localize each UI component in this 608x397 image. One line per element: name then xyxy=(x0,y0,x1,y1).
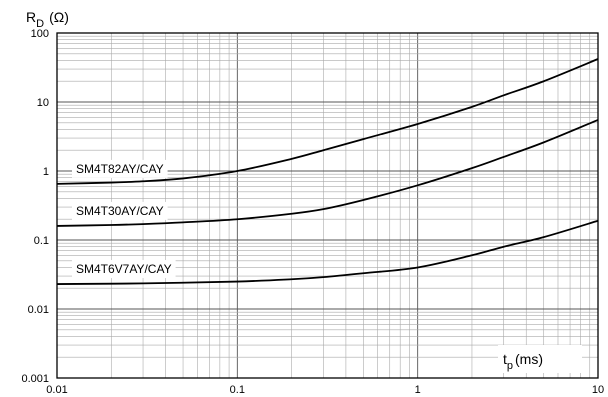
series-label-bg xyxy=(72,159,168,178)
x-axis-title-unit: (ms) xyxy=(515,351,543,367)
series-label-bg xyxy=(72,201,168,220)
series-label: SM4T6V7AY/CAY xyxy=(72,260,176,279)
series-label-bg xyxy=(72,260,176,279)
y-axis-title: RD (Ω) xyxy=(26,9,69,30)
y-tick-label: 1 xyxy=(43,166,49,178)
y-tick-label: 0.001 xyxy=(21,373,49,385)
x-tick-label: 10 xyxy=(592,384,604,396)
y-tick-label: 0.1 xyxy=(34,235,49,247)
x-axis-title-main: t xyxy=(503,351,507,367)
series-line xyxy=(56,58,599,185)
x-tick-label: 1 xyxy=(415,384,421,396)
y-tick-label: 100 xyxy=(31,28,49,40)
y-axis-title-unit: (Ω) xyxy=(49,9,69,25)
x-tick-label: 0.1 xyxy=(230,384,245,396)
series-line xyxy=(56,219,599,285)
data-series xyxy=(56,58,599,285)
series-label-text: SM4T82AY/CAY xyxy=(76,162,164,176)
y-axis-title-main: R xyxy=(26,9,36,25)
series-label-text: SM4T6V7AY/CAY xyxy=(76,262,172,276)
y-tick-label: 0.01 xyxy=(28,304,49,316)
y-tick-label: 10 xyxy=(37,97,49,109)
x-tick-labels: 0.01 0.1 1 10 xyxy=(46,384,604,396)
grid-lines xyxy=(56,33,598,379)
series-labels: SM4T82AY/CAY SM4T30AY/CAY SM4T6V7AY/CAY xyxy=(72,159,176,279)
x-axis-title-sub: p xyxy=(507,360,513,372)
plot-frame xyxy=(56,32,599,379)
x-axis-title: tp (ms) xyxy=(503,351,543,372)
series-label: SM4T82AY/CAY xyxy=(72,159,168,178)
x-tick-label: 0.01 xyxy=(46,384,67,396)
series-line xyxy=(56,119,599,227)
series-label-text: SM4T30AY/CAY xyxy=(76,204,164,218)
y-axis-title-sub: D xyxy=(36,18,44,30)
series-label: SM4T30AY/CAY xyxy=(72,201,168,220)
y-tick-labels: 100 10 1 0.1 0.01 0.001 xyxy=(21,28,49,385)
x-axis-title-bg xyxy=(498,345,582,373)
